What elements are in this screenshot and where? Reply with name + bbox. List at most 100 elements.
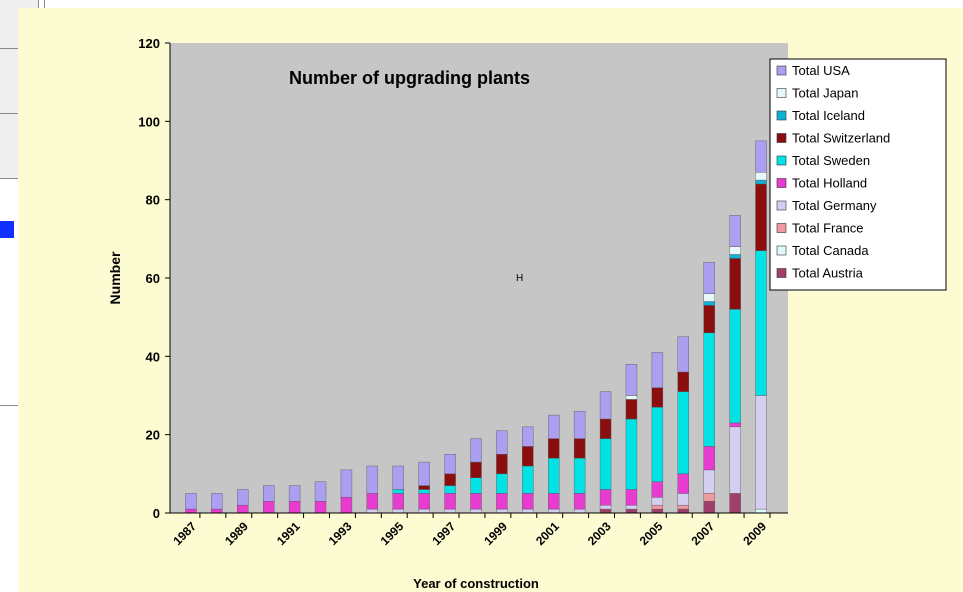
bar-segment bbox=[703, 501, 715, 514]
selected-slide-marker[interactable] bbox=[0, 221, 14, 238]
bar-segment bbox=[599, 489, 612, 506]
bar-segment bbox=[599, 391, 612, 420]
x-tick-label: 2007 bbox=[689, 519, 718, 548]
stacked-bar-chart: 0 20 40 60 80 100 120 1987 1989 1991 1993 1995 1997… bbox=[107, 36, 947, 591]
bar-segment bbox=[496, 508, 508, 514]
bar-segment bbox=[522, 493, 534, 510]
bar-segment bbox=[262, 485, 275, 502]
bar-segment bbox=[392, 508, 404, 514]
stray-label: H bbox=[516, 273, 523, 284]
bar-segment bbox=[573, 457, 586, 494]
x-axis-title: Year of construction bbox=[413, 576, 539, 591]
bar-segment bbox=[651, 387, 664, 408]
bar-segment bbox=[677, 493, 689, 506]
legend-swatch bbox=[776, 133, 787, 143]
bar-segment bbox=[418, 493, 430, 510]
bar-segment bbox=[677, 391, 689, 475]
bar-segment bbox=[729, 258, 741, 310]
y-axis: 0 20 40 60 80 100 120 bbox=[138, 36, 171, 521]
y-axis-title: Number bbox=[107, 251, 123, 304]
bar-segment bbox=[496, 473, 508, 494]
bar-segment bbox=[599, 504, 612, 510]
bar-segment bbox=[211, 493, 223, 510]
bar-segment bbox=[366, 465, 379, 494]
bar-segment bbox=[755, 183, 767, 251]
legend-swatch bbox=[776, 200, 787, 211]
bar-segment bbox=[625, 504, 638, 510]
x-tick-label: 1987 bbox=[170, 519, 199, 548]
bar-segment bbox=[185, 493, 197, 510]
bar-segment bbox=[418, 489, 430, 494]
bar-segment bbox=[314, 481, 327, 502]
slide-canvas: 0 20 40 60 80 100 120 1987 1989 1991 1993 1995 1997… bbox=[18, 8, 963, 592]
legend-swatch bbox=[776, 178, 787, 188]
bar-segment bbox=[262, 501, 275, 514]
bar-segment bbox=[625, 508, 638, 514]
bar-segment bbox=[755, 140, 767, 173]
bar-segment bbox=[755, 179, 767, 185]
bar-segment bbox=[288, 485, 301, 502]
bar-segment bbox=[470, 477, 482, 494]
bar-segment bbox=[599, 418, 612, 439]
bar-segment bbox=[496, 454, 508, 475]
y-tick-label: 120 bbox=[138, 36, 160, 51]
legend-label: Total USA bbox=[792, 63, 850, 78]
x-tick-label: 1999 bbox=[481, 519, 510, 548]
bar-segment bbox=[703, 469, 715, 494]
bar-segment bbox=[755, 172, 767, 181]
bar-segment bbox=[444, 485, 456, 494]
bar-segment bbox=[366, 493, 379, 510]
y-tick-label: 0 bbox=[153, 506, 160, 521]
bar-segment bbox=[392, 493, 404, 510]
legend-swatch bbox=[776, 155, 787, 166]
bar-segment bbox=[366, 508, 379, 514]
chart-title: Number of upgrading plants bbox=[289, 68, 530, 88]
bars bbox=[185, 140, 767, 514]
legend-swatch bbox=[776, 268, 787, 278]
legend-swatch bbox=[776, 88, 787, 98]
legend-swatch bbox=[776, 110, 787, 121]
bar-segment bbox=[651, 508, 664, 514]
bar-segment bbox=[703, 493, 715, 502]
x-axis: 1987 1989 1991 1993 1995 1997 1999 2001 2003 2005… bbox=[170, 512, 788, 548]
y-tick-label: 60 bbox=[146, 271, 160, 286]
bar-segment bbox=[729, 309, 741, 424]
bar-segment bbox=[599, 508, 612, 514]
bar-segment bbox=[625, 489, 638, 506]
bar-segment bbox=[625, 363, 638, 396]
bar-segment bbox=[729, 254, 741, 259]
bar-segment bbox=[573, 508, 586, 514]
bar-segment bbox=[651, 407, 664, 482]
legend: Total USA Total Japan Total Iceland Total S… bbox=[769, 58, 947, 291]
legend-box bbox=[769, 58, 947, 291]
bar-segment bbox=[703, 446, 715, 471]
bar-segment bbox=[522, 426, 534, 447]
bar-segment bbox=[418, 508, 430, 514]
x-tick-label: 1989 bbox=[222, 519, 251, 548]
bar-segment bbox=[573, 438, 586, 459]
legend-label: Total Iceland bbox=[792, 108, 865, 123]
y-tick-label: 100 bbox=[138, 114, 160, 129]
bar-segment bbox=[729, 426, 741, 494]
bar-segment bbox=[340, 497, 353, 514]
legend-swatch bbox=[776, 245, 787, 256]
y-tick-label: 80 bbox=[146, 193, 160, 208]
bar-segment bbox=[470, 461, 482, 478]
legend-swatch bbox=[776, 223, 787, 233]
bar-segment bbox=[703, 293, 715, 302]
bar-segment bbox=[651, 497, 664, 506]
bar-segment bbox=[548, 414, 560, 439]
bar-segment bbox=[677, 504, 689, 510]
bar-segment bbox=[340, 469, 353, 498]
legend-swatch bbox=[776, 65, 787, 76]
bar-segment bbox=[548, 508, 560, 514]
x-tick-label: 2001 bbox=[533, 519, 562, 548]
legend-label: Total France bbox=[792, 221, 864, 236]
legend-label: Total Japan bbox=[792, 86, 859, 101]
x-tick-label: 2005 bbox=[637, 519, 666, 548]
bar-segment bbox=[522, 465, 534, 494]
x-tick-label: 1995 bbox=[378, 519, 407, 548]
legend-label: Total Sweden bbox=[792, 153, 870, 168]
bar-segment bbox=[625, 395, 638, 400]
bar-segment bbox=[392, 465, 404, 490]
